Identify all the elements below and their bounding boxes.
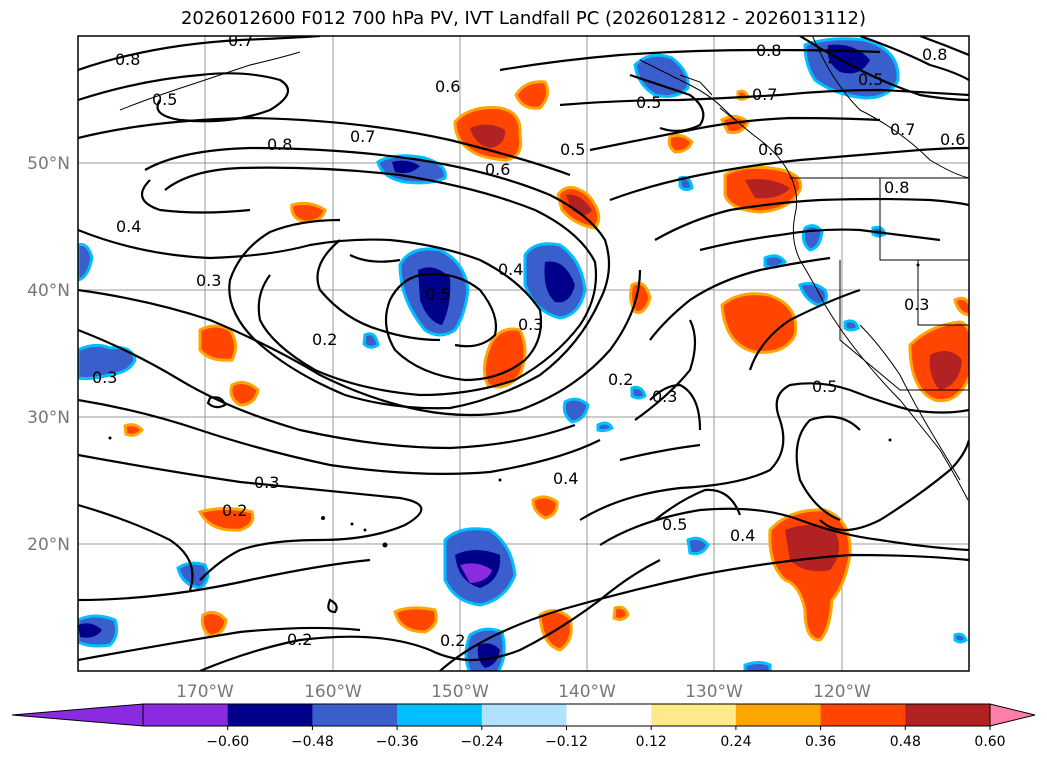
contour-label: 0.5 (812, 377, 837, 396)
contour-label: 0.7 (350, 127, 375, 146)
lat-label: 40°N (27, 281, 70, 301)
contour-label: 0.7 (228, 31, 253, 50)
contour-label: 0.4 (116, 217, 141, 236)
colorbar-tick-label: −0.48 (291, 734, 334, 750)
lon-label: 120°W (813, 682, 871, 702)
lat-label: 30°N (27, 408, 70, 428)
colorbar-segment (820, 704, 906, 726)
contour-label: 0.8 (884, 178, 909, 197)
contour-label: 0.8 (267, 135, 292, 154)
contour-label: 0.4 (730, 526, 755, 545)
colorbar-tick-label: 0.60 (974, 734, 1005, 750)
islands (108, 60, 920, 548)
contour-label: 0.4 (553, 469, 578, 488)
colorbar-segment (481, 704, 567, 726)
contour-label: 0.6 (485, 160, 510, 179)
colorbar-segment (227, 704, 313, 726)
contour-label: 0.5 (662, 515, 687, 534)
colorbar-extend-high (989, 703, 1036, 727)
colorbar-tick-label: 0.36 (805, 734, 836, 750)
colorbar-segment (397, 704, 483, 726)
colorbar-segment (735, 704, 822, 726)
colorbar-tick-label: −0.12 (545, 734, 588, 750)
contour-label: 0.3 (92, 368, 117, 387)
contour-label: 0.3 (254, 473, 279, 492)
contour-label: 0.5 (425, 285, 450, 304)
contour-label: 0.6 (758, 140, 783, 159)
lat-label: 20°N (27, 535, 70, 555)
contour-label: 0.5 (636, 93, 661, 112)
contour-label: 0.5 (560, 140, 585, 159)
contour-label: 0.8 (115, 50, 140, 69)
colorbar-tick-label: −0.60 (206, 734, 249, 750)
colorbar-tick-label: 0.48 (890, 734, 921, 750)
lon-label: 170°W (176, 682, 234, 702)
colorbar-tick-label: 0.24 (720, 734, 751, 750)
contour-label: 0.6 (435, 77, 460, 96)
colorbar-tick-label: −0.24 (460, 734, 503, 750)
pv-contours (78, 36, 969, 671)
lon-label: 140°W (558, 682, 616, 702)
lon-labels: 170°W 160°W 150°W 140°W 130°W 120°W (176, 682, 871, 702)
colorbar-segment (651, 704, 737, 726)
contour-label: 0.2 (440, 631, 465, 650)
contour-label: 0.5 (152, 90, 177, 109)
map-title: 2026012600 F012 700 hPa PV, IVT Landfall… (180, 8, 867, 29)
contour-label: 0.2 (608, 370, 633, 389)
lon-label: 130°W (685, 682, 743, 702)
lon-label: 150°W (431, 682, 489, 702)
contour-labels: 0.8 0.7 0.5 0.6 0.7 0.8 0.5 0.6 0.4 0.5 … (92, 31, 965, 650)
lat-labels: 50°N 40°N 30°N 20°N (27, 154, 70, 555)
contour-label: 0.3 (196, 271, 221, 290)
colorbar-extend-low (11, 703, 144, 727)
contour-label: 0.5 (858, 70, 883, 89)
contour-label: 0.7 (752, 85, 777, 104)
contour-label: 0.4 (498, 260, 523, 279)
contour-label: 0.2 (287, 630, 312, 649)
contour-label: 0.2 (312, 330, 337, 349)
ivt-fill-blobs (78, 37, 969, 671)
negative-anomaly-blobs (78, 37, 968, 671)
colorbar-tick-label: 0.12 (636, 734, 667, 750)
contour-label: 0.3 (518, 315, 543, 334)
colorbar-segment (566, 704, 652, 726)
map-plot-area: 0.8 0.7 0.5 0.6 0.7 0.8 0.5 0.6 0.4 0.5 … (78, 31, 969, 671)
contour-label: 0.2 (222, 501, 247, 520)
contour-label: 0.3 (904, 295, 929, 314)
contour-label: 0.8 (756, 41, 781, 60)
contour-label: 0.6 (940, 130, 965, 149)
colorbar-tick-label: −0.36 (376, 734, 419, 750)
lat-label: 50°N (27, 154, 70, 174)
contour-label: 0.7 (890, 120, 915, 139)
colorbar-segment (312, 704, 398, 726)
colorbar: −0.60 −0.48 −0.36 −0.24 −0.12 0.12 0.24 0.36 0.4… (11, 703, 1036, 750)
contour-label: 0.8 (922, 45, 947, 64)
contour-label: 0.3 (652, 387, 677, 406)
map-frame (77, 35, 970, 672)
lon-label: 160°W (304, 682, 362, 702)
colorbar-segment (143, 704, 229, 726)
colorbar-segment (905, 704, 991, 726)
